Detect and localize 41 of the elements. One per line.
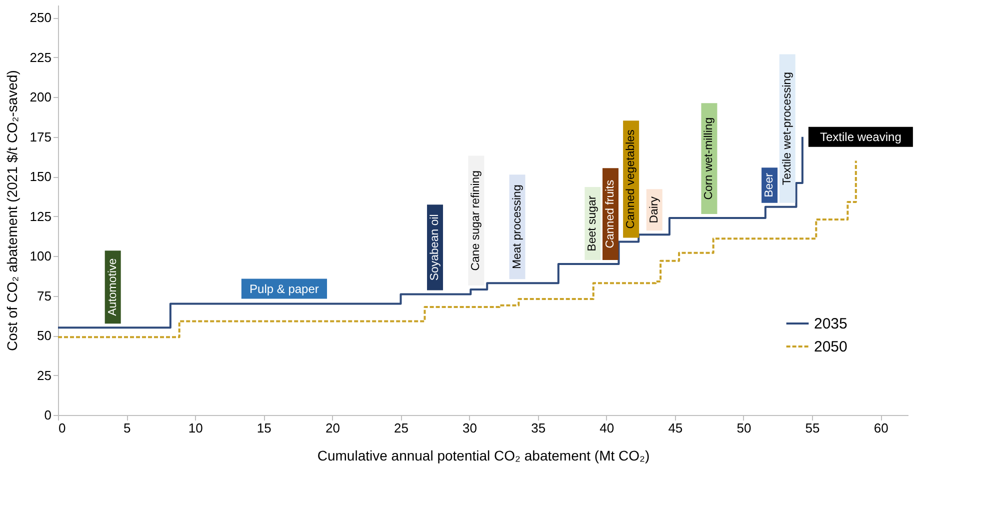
- annotation: Automotive: [106, 258, 119, 316]
- y-tick-label: 125: [30, 208, 52, 224]
- x-tick-label: 15: [256, 420, 272, 436]
- x-tick-label: 20: [325, 420, 340, 436]
- x-tick-label: 30: [462, 420, 478, 436]
- y-tick-label: 25: [37, 368, 52, 383]
- annotation: Cane sugar refining: [470, 170, 482, 271]
- annotation: Canned fruits: [604, 180, 616, 248]
- y-tick-label: 75: [37, 288, 52, 304]
- annotation: Beer: [764, 172, 776, 198]
- y-tick-label: 150: [30, 169, 52, 184]
- annotation: Textile wet-processing: [781, 72, 794, 186]
- annotation: Beet sugar: [586, 196, 599, 252]
- x-tick-label: 35: [531, 420, 546, 436]
- x-tick-label: 55: [805, 420, 820, 436]
- y-tick-label: 200: [30, 90, 52, 105]
- x-tick-label: 0: [58, 420, 66, 436]
- annotation: Meat processing: [511, 184, 524, 270]
- x-tick-label: 5: [123, 420, 131, 436]
- x-axis-title: Cumulative annual potential CO₂ abatement (Mt CO₂): [317, 448, 650, 464]
- y-tick-label: 0: [44, 408, 52, 422]
- y-tick-label: 250: [30, 10, 52, 26]
- annotation: Dairy: [648, 196, 660, 224]
- annotation: Textile weaving: [820, 130, 902, 144]
- y-axis-title: Cost of CO₂ abatement (2021 $/t CO₂-saved): [4, 70, 20, 351]
- annotation: Canned vegetables: [625, 129, 638, 229]
- y-tick-label: 225: [30, 50, 52, 65]
- y-tick-label: 175: [30, 129, 52, 144]
- annotation: Pulp & paper: [250, 282, 319, 296]
- x-tick-label: 45: [668, 420, 683, 436]
- annotation: Corn wet-milling: [703, 117, 716, 200]
- x-tick-label: 25: [394, 420, 408, 436]
- x-tick-label: 60: [874, 420, 888, 436]
- legend-label: 2050: [814, 338, 848, 356]
- x-tick-label: 10: [188, 420, 203, 436]
- y-tick-label: 50: [37, 328, 52, 344]
- legend-label: 2035: [814, 316, 848, 332]
- annotation: Soyabean oil: [429, 214, 442, 281]
- x-tick-label: 50: [736, 420, 752, 436]
- x-tick-label: 40: [600, 420, 614, 436]
- y-tick-label: 100: [30, 248, 52, 264]
